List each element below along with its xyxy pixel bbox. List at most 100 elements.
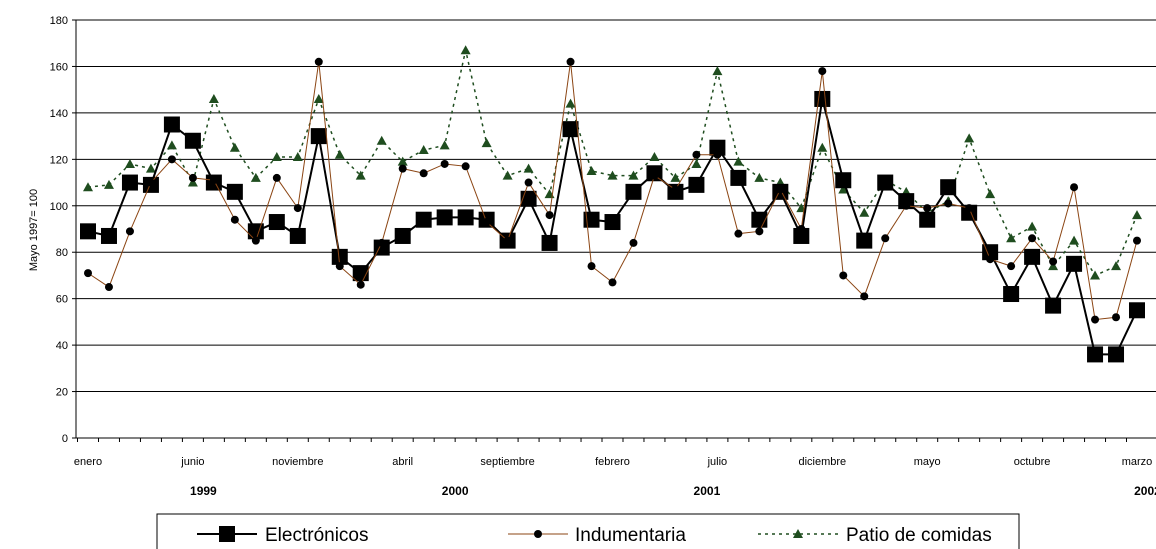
- data-point: [419, 169, 428, 178]
- y-axis-label: Mayo 1997= 100: [28, 189, 40, 271]
- data-point: [859, 207, 870, 217]
- data-point: [1024, 248, 1041, 265]
- y-tick-label: 100: [50, 201, 68, 213]
- data-point: [376, 135, 387, 145]
- series-line: [87, 50, 1138, 277]
- data-point: [461, 162, 470, 171]
- data-point: [713, 150, 722, 159]
- data-point: [124, 158, 135, 168]
- y-tick-label: 80: [56, 247, 68, 259]
- data-point: [334, 149, 345, 159]
- data-point: [776, 185, 785, 194]
- data-point: [209, 176, 218, 185]
- series-indumentaria: [84, 57, 1141, 324]
- data-point: [881, 234, 890, 243]
- legend-marker: [793, 529, 803, 538]
- data-point: [208, 93, 219, 103]
- data-point: [1003, 286, 1020, 303]
- data-point: [440, 159, 449, 168]
- data-point: [271, 152, 282, 162]
- x-tick-label: junio: [180, 456, 204, 468]
- series-electrónicos: [80, 90, 1145, 363]
- data-point: [394, 227, 411, 244]
- data-point: [1066, 255, 1083, 272]
- legend: Electrónicos Indumentaria Patio de comidas: [156, 513, 1020, 549]
- data-point: [100, 227, 117, 244]
- data-point: [691, 158, 702, 168]
- data-point: [793, 227, 810, 244]
- x-tick-label: abril: [392, 456, 413, 468]
- data-point: [755, 227, 764, 236]
- data-point: [226, 183, 243, 200]
- data-point: [83, 182, 93, 192]
- data-point: [838, 184, 849, 194]
- data-point: [356, 280, 365, 289]
- data-point: [733, 156, 744, 166]
- data-point: [524, 178, 533, 187]
- data-point: [184, 132, 201, 149]
- data-point: [587, 262, 596, 271]
- data-point: [1133, 236, 1141, 245]
- data-point: [1091, 315, 1100, 324]
- data-point: [377, 238, 386, 247]
- data-point: [1027, 221, 1038, 231]
- data-point: [503, 236, 512, 245]
- legend-box: [156, 513, 1020, 549]
- series-layer: [80, 45, 1145, 363]
- data-point: [397, 156, 408, 166]
- data-point: [902, 201, 911, 210]
- data-point: [671, 185, 680, 194]
- data-point: [985, 189, 996, 199]
- legend-item: Electrónicos: [197, 525, 369, 546]
- data-point: [986, 255, 995, 264]
- data-point: [187, 177, 198, 187]
- data-point: [1129, 302, 1145, 319]
- x-tick-label: septiembre: [480, 456, 534, 468]
- data-point: [289, 227, 306, 244]
- y-tick-label: 160: [50, 61, 68, 73]
- x-tick-label: mayo: [914, 456, 941, 468]
- data-point: [628, 170, 639, 180]
- y-tick-label: 0: [62, 433, 68, 445]
- y-axis: 0 20 40 60 80 100 120 140 160 180: [50, 15, 77, 445]
- x-tick-label: marzo: [1122, 456, 1153, 468]
- x-tick-label: febrero: [595, 456, 630, 468]
- data-point: [1132, 210, 1142, 220]
- data-point: [835, 172, 852, 189]
- data-point: [964, 133, 975, 143]
- data-point: [839, 271, 848, 280]
- legend-item: Patio de comidas: [758, 525, 992, 546]
- data-point: [268, 214, 285, 231]
- data-point: [125, 227, 134, 236]
- data-point: [1007, 262, 1016, 271]
- data-point: [293, 204, 302, 213]
- y-tick-label: 120: [50, 154, 68, 166]
- data-point: [814, 90, 831, 107]
- data-point: [436, 209, 453, 226]
- data-point: [730, 169, 747, 186]
- data-point: [250, 172, 261, 182]
- series-patio-de-comidas: [83, 45, 1142, 280]
- y-tick-label: 40: [56, 340, 68, 352]
- data-point: [1006, 233, 1017, 243]
- x-tick-label: noviembre: [272, 456, 323, 468]
- y-tick-label: 140: [50, 108, 68, 120]
- data-point: [923, 204, 932, 213]
- data-point: [709, 139, 726, 156]
- legend-item: Indumentaria: [508, 525, 686, 546]
- data-point: [817, 142, 828, 152]
- x-tick-label: diciembre: [798, 456, 846, 468]
- data-point: [229, 142, 240, 152]
- legend-marker: [534, 530, 542, 538]
- data-point: [688, 176, 705, 193]
- data-point: [418, 145, 429, 155]
- data-point: [166, 140, 177, 150]
- legend-marker: [219, 526, 235, 542]
- data-point: [145, 163, 156, 173]
- data-point: [712, 66, 723, 76]
- data-point: [481, 138, 492, 148]
- data-point: [562, 121, 579, 138]
- x-axis: enero junio noviembre abril septiembre febrer…: [74, 438, 1156, 498]
- data-point: [415, 211, 432, 228]
- data-point: [313, 93, 324, 103]
